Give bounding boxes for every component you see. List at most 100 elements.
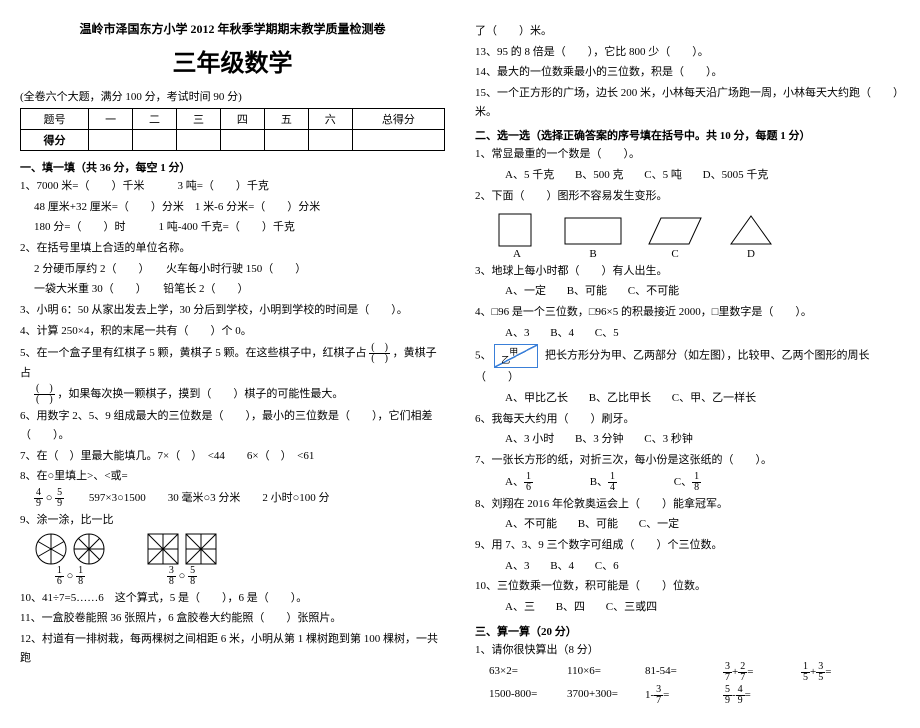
opt-b: B、可能 — [567, 285, 607, 297]
opt-c: C、18 — [674, 476, 737, 488]
opt-c: C、5 吨 — [644, 169, 682, 181]
s2q8: 8、刘翔在 2016 年伦敦奥运会上（ ）能拿冠军。 — [475, 495, 900, 514]
fraction-icon: 16 — [55, 566, 64, 587]
fraction-blank-icon: ( )( ) — [34, 384, 55, 405]
score-cell — [220, 130, 264, 151]
pie8-icon — [72, 532, 106, 566]
s2q2: 2、下面（ ）图形不容易发生变形。 — [475, 187, 900, 206]
s2q8-opts: A、不可能 B、可能 C、一定 — [475, 515, 900, 534]
q14: 14、最大的一位数乘最小的三位数，积是（ ）。 — [475, 63, 900, 82]
q1b: 48 厘米+32 厘米=（ ）分米 1 米-6 分米=（ ）分米 — [20, 198, 445, 217]
square8-icon — [184, 532, 218, 566]
opt-b: B、4 — [550, 560, 574, 572]
fraction-blank-icon: ( )( ) — [369, 343, 390, 364]
opt-b: B、4 — [550, 327, 574, 339]
q2b: 一袋大米重 30（ ） 铅笔长 2（ ） — [20, 280, 445, 299]
label-b: B — [563, 248, 623, 260]
opt-c: C、6 — [595, 560, 619, 572]
score-cell — [133, 130, 177, 151]
th-7: 总得分 — [352, 109, 444, 130]
s2q4: 4、□96 是一个三位数，□96×5 的积最接近 2000，□里数字是（ ）。 — [475, 303, 900, 322]
s2q3-opts: A、一定 B、可能 C、不可能 — [475, 282, 900, 301]
q7: 7、在（ ）里最大能填几。7×（ ） <44 6×（ ） <61 — [20, 447, 445, 466]
opt-c: C、不可能 — [628, 285, 679, 297]
section3-head: 三、算一算（20 分） — [475, 623, 900, 639]
subject-title: 三年级数学 — [20, 43, 445, 78]
q1a: 1、7000 米=（ ）千米 3 吨=（ ）千克 — [20, 177, 445, 196]
fraction-icon: 38 — [167, 566, 176, 587]
shape-square: A — [495, 212, 539, 260]
square8-icon — [146, 532, 180, 566]
q3: 3、小明 6：50 从家出发去上学，30 分后到学校，小明到学校的时间是（ ）。 — [20, 301, 445, 320]
opt-a: A、3 — [505, 560, 529, 572]
q9: 9、涂一涂，比一比 — [20, 511, 445, 530]
split-rect-icon: 甲乙 — [494, 344, 538, 368]
th-6: 六 — [308, 109, 352, 130]
th-5: 五 — [264, 109, 308, 130]
shape-rect: B — [563, 212, 623, 260]
q4: 4、计算 250×4，积的末尾一共有（ ）个 0。 — [20, 322, 445, 341]
q2a: 2 分硬币厚约 2（ ） 火车每小时行驶 150（ ） — [20, 260, 445, 279]
th-4: 四 — [220, 109, 264, 130]
q2: 2、在括号里填上合适的单位名称。 — [20, 239, 445, 258]
q5-prefix: 5、 — [475, 350, 492, 362]
calc: 110×6= — [567, 662, 627, 683]
s2q7: 7、一张长方形的纸，对折三次，每小份是这张纸的（ ）。 — [475, 451, 900, 470]
q11: 11、一盒胶卷能照 36 张照片，6 盒胶卷大约能照（ ）张照片。 — [20, 609, 445, 628]
label-a: A — [495, 248, 539, 260]
opt-d: D、5005 千克 — [703, 169, 769, 181]
calc: 63×2= — [489, 662, 549, 683]
fraction-icon: 59 — [55, 488, 64, 509]
th-0: 题号 — [21, 109, 89, 130]
s2q5: 5、 甲乙 把长方形分为甲、乙两部分（如左图），比较甲、乙两个图形的周长（ ） — [475, 344, 900, 387]
q5c: ，如果每次换一颗棋子，摸到（ ）棋子的可能性最大。 — [57, 388, 343, 400]
school-title: 温岭市泽国东方小学 2012 年秋季学期期末教学质量检测卷 — [20, 20, 445, 37]
calc-frac: 1-37= — [645, 685, 705, 706]
s3q1: 1、请你很快算出（8 分） — [475, 641, 900, 660]
score-cell — [352, 130, 444, 151]
section1-head: 一、填一填（共 36 分，每空 1 分） — [20, 159, 445, 175]
opt-a: A、不可能 — [505, 518, 557, 530]
pie6-icon — [34, 532, 68, 566]
score-cell — [176, 130, 220, 151]
calc-row1: 63×2= 110×6= 81-54= 37+27= 15+35= — [475, 662, 900, 683]
opt-c: C、3 秒钟 — [644, 433, 693, 445]
shape-triangle: D — [727, 212, 775, 260]
calc-frac: 37+27= — [723, 662, 783, 683]
score-label: 得分 — [21, 130, 89, 151]
opt-a: A、三 — [505, 601, 535, 613]
opt-a: A、3 — [505, 327, 529, 339]
score-cell — [264, 130, 308, 151]
q8c: 597×3○1500 30 毫米○3 分米 2 小时○100 分 — [89, 492, 330, 504]
opt-b: B、3 分钟 — [575, 433, 624, 445]
fraction-icon: 49 — [34, 488, 43, 509]
s2q1: 1、常显最重的一个数是（ ）。 — [475, 145, 900, 164]
label-c: C — [647, 248, 703, 260]
opt-a: A、一定 — [505, 285, 546, 297]
s2q6: 6、我每天大约用（ ）刷牙。 — [475, 410, 900, 429]
opt-a: A、甲比乙长 — [505, 392, 568, 404]
label-d: D — [727, 248, 775, 260]
q10: 10、41÷7=5……6 这个算式，5 是（ ），6 是（ ）。 — [20, 589, 445, 608]
opt-b: B、乙比甲长 — [589, 392, 651, 404]
s2q4-opts: A、3 B、4 C、5 — [475, 324, 900, 343]
opt-b: B、四 — [556, 601, 585, 613]
calc: 3700+300= — [567, 685, 627, 706]
calc-row2: 1500-800= 3700+300= 1-37= 59-49= — [475, 685, 900, 706]
s2q1-opts: A、5 千克 B、500 克 C、5 吨 D、5005 千克 — [475, 166, 900, 185]
score-table: 题号 一 二 三 四 五 六 总得分 得分 — [20, 108, 445, 151]
opt-b: B、可能 — [578, 518, 618, 530]
q5a: 5、在一个盒子里有红棋子 5 颗，黄棋子 5 颗。在这些棋子中，红棋子占 — [20, 347, 367, 359]
s2q6-opts: A、3 小时 B、3 分钟 C、3 秒钟 — [475, 430, 900, 449]
section2-head: 二、选一选（选择正确答案的序号填在括号中。共 10 分，每题 1 分） — [475, 127, 900, 143]
s2q9-opts: A、3 B、4 C、6 — [475, 557, 900, 576]
q15: 15、一个正方形的广场，边长 200 米，小林每天沿广场跑一周，小林每天大约跑（… — [475, 84, 900, 121]
left-column: 温岭市泽国东方小学 2012 年秋季学期期末教学质量检测卷 三年级数学 (全卷六… — [20, 20, 445, 708]
opt-c: C、一定 — [639, 518, 679, 530]
q1c: 180 分=（ ）时 1 吨-400 千克=（ ）千克 — [20, 218, 445, 237]
q12: 12、村道有一排树栽，每两棵树之间相距 6 米，小明从第 1 棵树跑到第 100… — [20, 630, 445, 667]
s2q10-opts: A、三 B、四 C、三或四 — [475, 598, 900, 617]
opt-a: A、3 小时 — [505, 433, 554, 445]
calc: 81-54= — [645, 662, 705, 683]
opt-c: C、5 — [595, 327, 619, 339]
